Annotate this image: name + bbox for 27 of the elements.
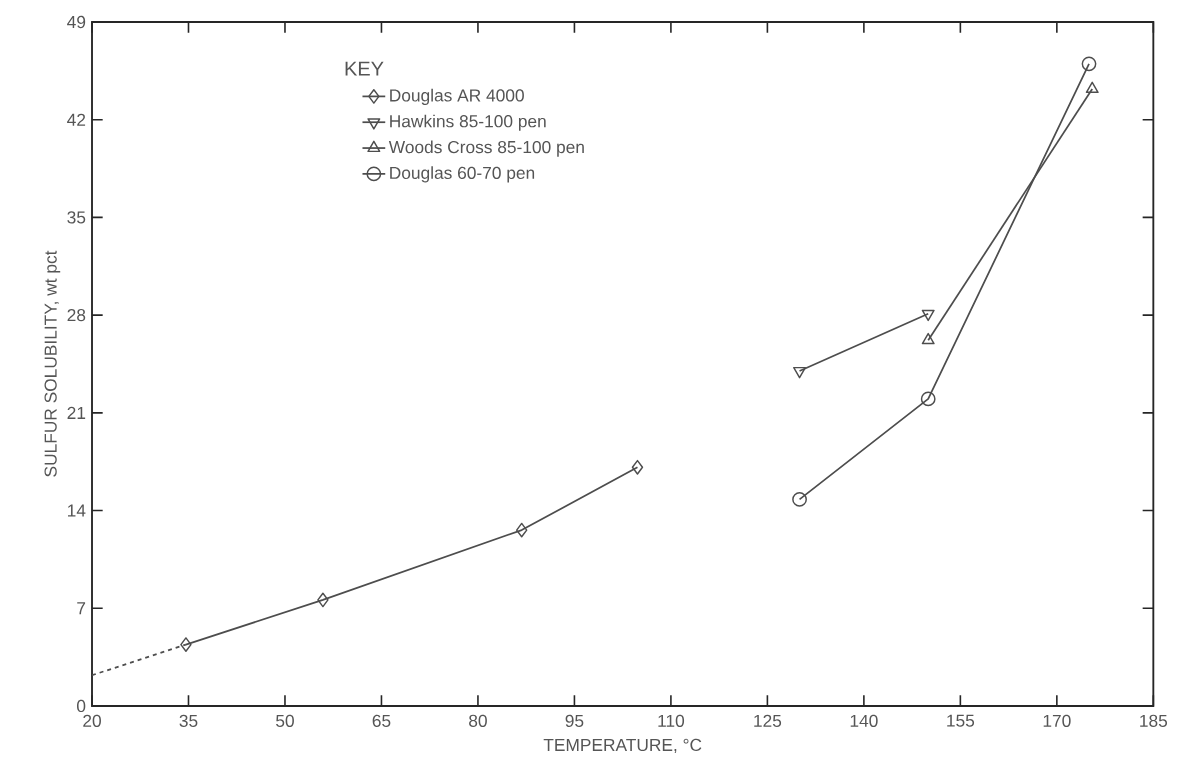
legend-label: Hawkins 85-100 pen	[390, 114, 546, 131]
x-tick-label: 50	[276, 714, 294, 727]
x-axis-title: TEMPERATURE, °C	[543, 738, 702, 754]
legend-label: Douglas AR 4000	[390, 88, 524, 105]
x-tick-label: 65	[372, 714, 391, 727]
y-tick-label: 28	[67, 308, 86, 322]
x-tick-label: 110	[658, 714, 685, 727]
x-tick-label: 185	[1140, 714, 1168, 727]
legend-title: KEY	[345, 61, 384, 76]
y-tick-label: 14	[68, 504, 86, 517]
x-tick-label: 125	[754, 714, 782, 727]
y-tick-label: 7	[77, 602, 86, 615]
x-tick-label: 140	[850, 714, 878, 727]
legend-label: Douglas 60-70 pen	[390, 166, 535, 183]
x-tick-label: 35	[179, 714, 198, 727]
y-axis-title: SULFUR SOLUBILITY, wt pct	[44, 250, 61, 477]
y-tick-label: 0	[76, 699, 86, 713]
y-tick-label: 21	[67, 406, 86, 419]
x-tick-label: 20	[83, 714, 101, 727]
legend-label: Woods Cross 85-100 pen	[388, 140, 584, 157]
y-tick-label: 42	[67, 113, 86, 126]
x-tick-label: 155	[947, 714, 975, 727]
x-tick-label: 80	[469, 714, 487, 727]
x-tick-label: 95	[565, 714, 584, 727]
y-tick-label: 35	[67, 211, 86, 224]
y-tick-label: 49	[67, 15, 86, 29]
x-tick-label: 170	[1043, 714, 1071, 727]
